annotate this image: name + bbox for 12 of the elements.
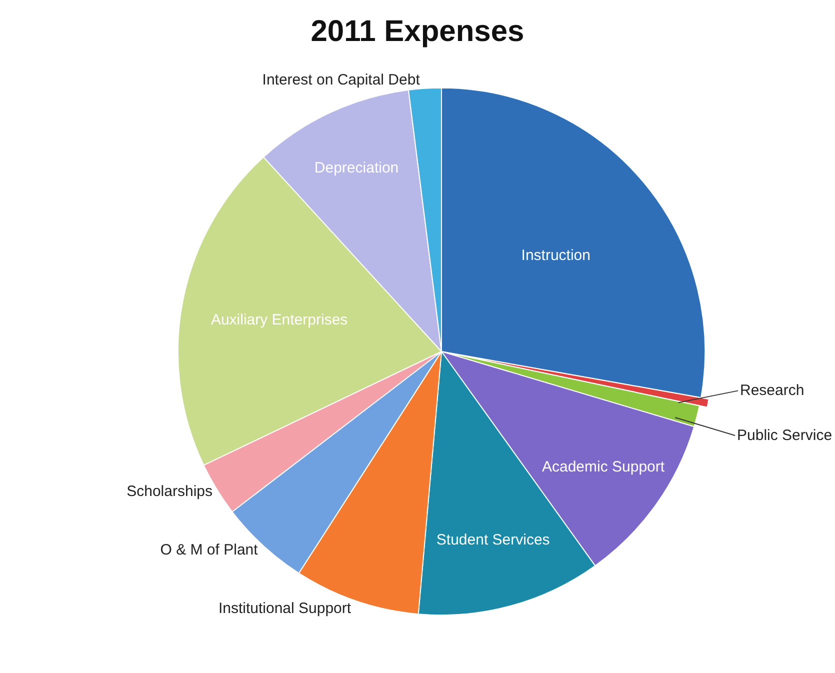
slice-label: Instruction <box>521 247 590 264</box>
slice-label: Student Services <box>436 532 550 549</box>
slice-label: O & M of Plant <box>160 541 259 558</box>
slice-label: Public Service <box>737 427 832 444</box>
chart-title: 2011 Expenses <box>310 15 524 48</box>
slice-label: Depreciation <box>314 159 399 176</box>
slice-label: Interest on Capital Debt <box>262 71 421 88</box>
slice-label: Scholarships <box>126 483 212 500</box>
slice-label: Auxiliary Enterprises <box>210 312 348 329</box>
slice-label: Research <box>740 382 804 399</box>
slice-label: Institutional Support <box>218 600 352 617</box>
slice-label: Academic Support <box>542 458 666 476</box>
